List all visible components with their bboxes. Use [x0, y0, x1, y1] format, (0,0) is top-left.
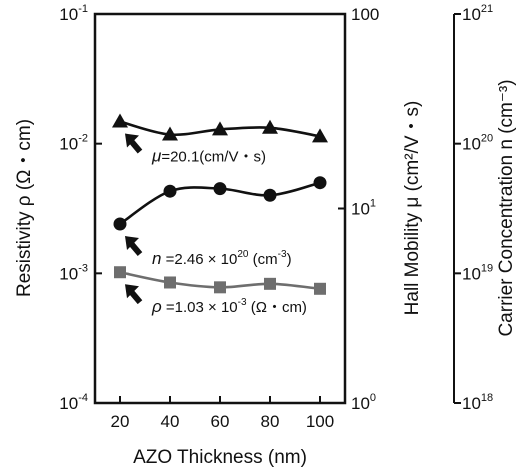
annotation-part: -3 — [238, 297, 247, 308]
carrier-tick-label: 1020 — [462, 133, 493, 154]
x-tick-label: 100 — [306, 412, 334, 431]
carrier-tick-exponent: 21 — [481, 3, 493, 15]
x-axis-ticks: 20 40 60 80 100 — [111, 396, 334, 431]
annotation-part: -3 — [278, 249, 287, 260]
resistivity-tick-label: 10-3 — [59, 262, 88, 283]
mobility-tick-label: 101 — [351, 198, 376, 219]
annotation-part: ) — [287, 251, 292, 268]
annotation-part: (Ω・cm) — [247, 299, 307, 316]
carrier-tick-base: 10 — [462, 394, 481, 413]
carrier-tick-base: 10 — [462, 5, 481, 24]
carrier-tick-exponent: 19 — [481, 262, 493, 274]
plot-frame — [93, 12, 347, 405]
annotation-arrow-head — [125, 284, 139, 299]
triangle-data-point — [162, 126, 178, 141]
square-data-point — [214, 281, 226, 294]
annotation-part: =20.1(cm/V・s) — [161, 149, 266, 166]
resistivity-tick-label: 10-1 — [59, 3, 88, 24]
series-layer — [112, 113, 328, 295]
annotation-part: =2.46 × 10 — [161, 251, 237, 268]
resistivity-tick-base: 10 — [59, 264, 78, 283]
series-annotation: μ=20.1(cm/V・s) — [151, 147, 266, 166]
carrier-tick-base: 10 — [462, 135, 481, 154]
mobility-tick-base: 10 — [351, 200, 370, 219]
square-data-point — [114, 266, 126, 279]
annotation-part: =1.03 × 10 — [162, 299, 238, 316]
resistivity-axis-ticks: 10-110-210-310-4 — [59, 3, 102, 413]
resistivity-tick-base: 10 — [59, 5, 78, 24]
triangle-data-point — [112, 113, 128, 128]
mobility-tick-label: 100 — [351, 392, 376, 413]
resistivity-axis-title: Resistivity ρ (Ω・cm) — [14, 119, 35, 297]
resistivity-tick-base: 10 — [59, 135, 78, 154]
circle-data-point — [263, 188, 277, 202]
square-data-point — [164, 276, 176, 289]
square-data-point — [264, 277, 276, 290]
mobility-tick-base: 10 — [351, 394, 370, 413]
resistivity-tick-exponent: -2 — [78, 133, 88, 145]
series-annotation: ρ =1.03 × 10-3 (Ω・cm) — [151, 297, 307, 316]
carrier-tick-exponent: 18 — [481, 392, 493, 404]
carrier-tick-exponent: 20 — [481, 133, 493, 145]
resistivity-tick-exponent: -4 — [78, 392, 88, 404]
circle-data-point — [213, 182, 227, 196]
carrier-axis-title: Carrier Concentration n (cm⁻³) — [496, 79, 517, 336]
annotation-part: (cm — [249, 251, 278, 268]
annotation-part: ρ — [151, 297, 162, 316]
annotation-layer: n =2.46 × 1020 (cm-3)μ=20.1(cm/V・s)ρ =1.… — [125, 133, 307, 316]
carrier-tick-label: 1019 — [462, 262, 493, 283]
mobility-tick-exponent: 1 — [370, 198, 376, 210]
mobility-tick-label: 100 — [351, 5, 379, 24]
x-tick-label: 60 — [211, 412, 230, 431]
carrier-tick-label: 1018 — [462, 392, 493, 413]
annotation-arrow-head — [125, 133, 139, 148]
x-axis-title: AZO Thickness (nm) — [133, 447, 307, 468]
square-data-point — [314, 282, 326, 295]
annotation-part: μ — [151, 147, 162, 166]
x-tick-label: 80 — [261, 412, 280, 431]
triangle-data-point — [212, 121, 228, 136]
triangle-data-point — [312, 128, 328, 143]
x-tick-label: 40 — [161, 412, 180, 431]
resistivity-tick-label: 10-4 — [59, 392, 88, 413]
mobility-tick-exponent: 0 — [370, 392, 376, 404]
annotation-part: 20 — [237, 249, 249, 260]
resistivity-tick-exponent: -3 — [78, 262, 88, 274]
circle-data-point — [163, 184, 177, 198]
circle-data-point — [113, 217, 127, 231]
resistivity-tick-exponent: -1 — [78, 3, 88, 15]
series-annotation: n =2.46 × 1020 (cm-3) — [152, 249, 292, 268]
mobility-tick-base: 100 — [351, 5, 379, 24]
carrier-tick-label: 1021 — [462, 3, 493, 24]
resistivity-tick-base: 10 — [59, 394, 78, 413]
mobility-axis-title: Hall Mobility μ (cm²/V・s) — [402, 101, 423, 316]
resistivity-tick-label: 10-2 — [59, 133, 88, 154]
annotation-part: n — [152, 249, 161, 268]
carrier-tick-base: 10 — [462, 264, 481, 283]
circle-data-point — [313, 176, 327, 190]
annotation-arrow-head — [125, 236, 139, 251]
triangle-data-point — [262, 119, 278, 134]
x-tick-label: 20 — [111, 412, 130, 431]
